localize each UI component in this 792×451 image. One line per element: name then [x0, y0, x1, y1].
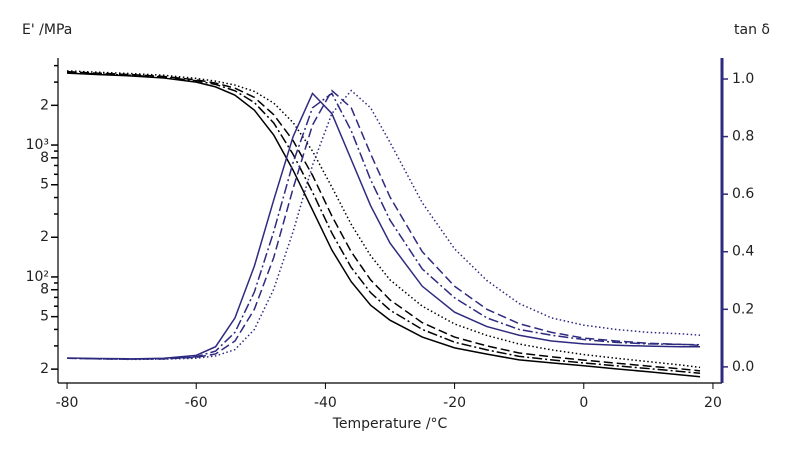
y2-tick-label: 0.6 — [732, 186, 754, 202]
x-tick-label: -20 — [443, 395, 466, 411]
x-axis-label: Temperature /°C — [332, 416, 448, 432]
y-tick-label: 10² — [26, 269, 49, 285]
y-tick-label: 8 — [40, 150, 49, 166]
series-line — [67, 89, 701, 361]
y-tick-label: 2 — [40, 97, 49, 113]
y-tick-label: 10³ — [26, 137, 49, 153]
x-tick-label: -80 — [56, 395, 79, 411]
series-line — [67, 92, 701, 360]
x-tick-label: 0 — [579, 395, 588, 411]
series-line — [67, 71, 701, 375]
y-tick-label: 8 — [40, 282, 49, 298]
y-tick-label: 5 — [40, 309, 49, 325]
y-tick-label: 2 — [40, 361, 49, 377]
x-tick-label: -40 — [314, 395, 337, 411]
series-line — [67, 92, 701, 360]
series-line — [67, 89, 701, 360]
series-line — [67, 72, 701, 378]
y-axis-label: E' /MPa — [22, 22, 72, 38]
x-tick-label: -60 — [185, 395, 208, 411]
y2-tick-label: 0.2 — [732, 301, 754, 317]
y2-axis-label: tan δ — [734, 22, 770, 38]
series-line — [67, 70, 701, 369]
series-line — [67, 70, 701, 372]
y2-tick-label: 1.0 — [732, 71, 754, 87]
y2-tick-label: 0.0 — [732, 359, 754, 375]
y-tick-label: 2 — [40, 229, 49, 245]
x-tick-label: 20 — [704, 395, 722, 411]
y2-tick-label: 0.4 — [732, 244, 754, 260]
y-tick-label: 5 — [40, 177, 49, 193]
y2-tick-label: 0.8 — [732, 129, 754, 145]
